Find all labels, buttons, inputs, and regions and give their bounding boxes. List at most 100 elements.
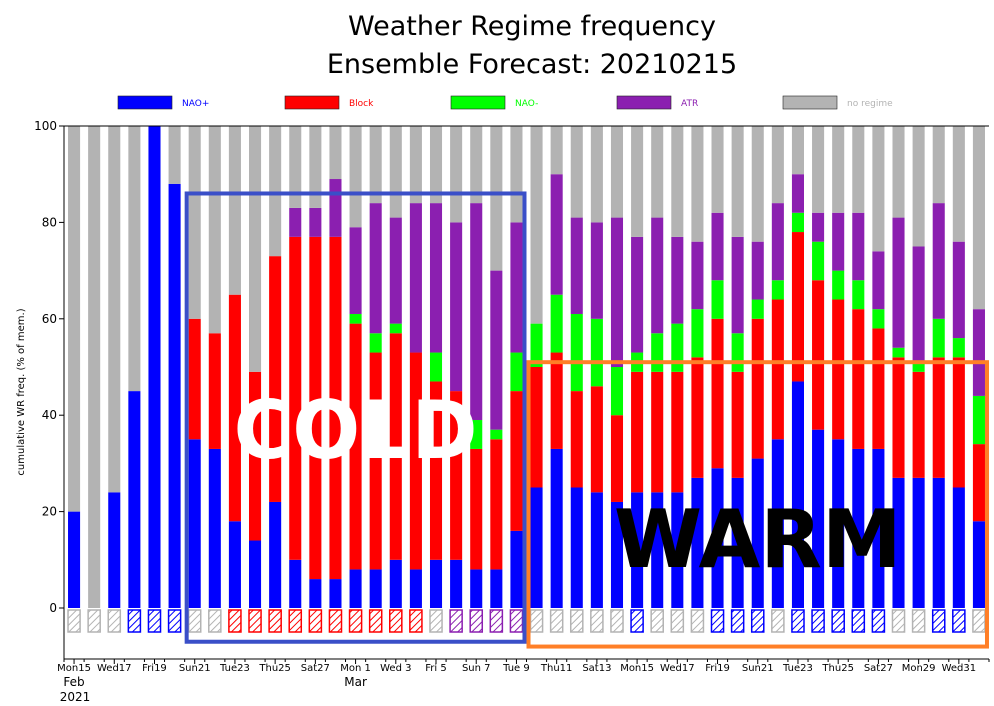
bar-nao-minus — [349, 313, 362, 324]
dominant-regime-box — [891, 609, 906, 633]
bar-nao-plus — [188, 439, 201, 608]
bar-no-regime — [872, 126, 885, 252]
legend-swatch — [616, 95, 672, 110]
dominant-regime-box — [952, 609, 966, 633]
bar-block — [852, 309, 865, 449]
dominant-regime-box — [328, 609, 343, 633]
x-tick-label: Sat13 — [582, 663, 611, 674]
day-bar-stack — [188, 126, 201, 608]
bar-nao-plus — [530, 487, 543, 608]
legend-label: NAO+ — [182, 99, 209, 109]
dominant-regime-box — [147, 609, 162, 633]
bar-block — [651, 371, 664, 493]
x-tick-label: Sat27 — [864, 663, 893, 674]
bar-block — [470, 448, 483, 570]
bar-atr — [429, 203, 443, 353]
bar-atr — [852, 212, 865, 281]
bar-block — [791, 232, 804, 382]
bar-no-regime — [429, 126, 443, 204]
bar-no-regime — [188, 126, 201, 319]
legend-item: ATR — [616, 95, 698, 110]
legend-swatch — [782, 95, 838, 110]
warm-period-box — [526, 360, 989, 649]
bar-block — [631, 371, 644, 493]
dominant-regime-box — [972, 609, 986, 633]
bar-no-regime — [88, 126, 101, 608]
bar-nao-plus — [671, 492, 684, 608]
dominant-regime-box — [288, 609, 303, 633]
bar-nao-plus — [208, 448, 221, 608]
bar-nao-minus — [470, 420, 483, 449]
day-bar-stack — [450, 126, 463, 608]
bar-block — [389, 333, 402, 560]
dominant-regime-box — [771, 609, 785, 633]
day-bar-stack — [168, 126, 181, 608]
y-tick-label: 80 — [42, 215, 57, 229]
bar-no-regime — [852, 126, 865, 213]
day-bar-stack — [671, 126, 684, 608]
x-tick-label: Tue 9 — [502, 663, 530, 674]
bar-no-regime — [590, 126, 603, 223]
x-tick-label: Mon15 — [620, 663, 654, 674]
x-tick-label: Sun21 — [179, 663, 211, 674]
chart-title: Weather Regime frequency — [348, 11, 716, 42]
day-bar-stack — [852, 126, 865, 608]
day-bar-stack — [691, 126, 704, 608]
bar-nao-plus — [731, 477, 744, 608]
bar-block — [309, 236, 322, 580]
dominant-regime-box — [87, 609, 101, 633]
y-tick-label: 0 — [49, 601, 57, 615]
legend-item: Block — [284, 95, 374, 110]
dominant-regime-box — [429, 609, 443, 633]
bar-nao-minus — [852, 280, 865, 310]
dominant-regime-box — [911, 609, 926, 633]
bar-nao-plus — [691, 477, 704, 608]
x-tick-label: Tue23 — [782, 663, 813, 674]
bar-nao-plus — [148, 126, 161, 608]
bar-nao-minus — [731, 333, 744, 372]
dominant-regime-box — [449, 609, 463, 633]
bar-nao-plus — [470, 569, 483, 608]
dominant-regime-box — [831, 609, 845, 633]
bar-block — [249, 371, 262, 541]
day-bar-stack — [108, 126, 121, 608]
dominant-regime-box — [750, 609, 765, 633]
bar-nao-plus — [610, 501, 624, 608]
x-tick-label: Tue23 — [219, 663, 250, 674]
legend-label: no regime — [847, 99, 893, 109]
bar-block — [289, 236, 302, 560]
bar-atr — [751, 241, 764, 300]
dominant-regime-box — [509, 609, 524, 633]
bar-atr — [389, 217, 402, 324]
bar-atr — [972, 309, 985, 396]
bar-block — [530, 367, 543, 488]
axes: 0 20 40 60 80 100 Mon15 Wed17 Fri19 Sun21 Tue23 Thu… — [34, 119, 990, 704]
bar-atr — [651, 217, 664, 334]
x-tick-label: Sat27 — [301, 663, 330, 674]
day-bar-stack — [470, 126, 483, 608]
dominant-regime-box — [569, 609, 584, 633]
bar-atr — [771, 203, 784, 281]
bar-nao-minus — [892, 347, 905, 358]
bar-nao-minus — [932, 318, 945, 358]
bar-block — [832, 299, 845, 440]
bar-nao-minus — [550, 294, 563, 353]
day-bar-stack — [289, 126, 302, 608]
bar-no-regime — [208, 126, 221, 334]
month-label: Feb — [63, 675, 84, 689]
bar-no-regime — [530, 126, 543, 324]
legend-swatch — [284, 95, 340, 110]
bar-block — [550, 352, 563, 449]
day-bar-stack — [751, 126, 764, 608]
bar-nao-minus — [490, 429, 503, 440]
bar-no-regime — [228, 126, 241, 295]
bar-nao-plus — [771, 439, 784, 608]
bar-block — [429, 381, 443, 560]
legend: NAO+ Block NAO- ATR no regime — [117, 95, 893, 110]
y-tick-label: 20 — [42, 505, 57, 519]
bar-block — [691, 357, 704, 478]
dominant-regime-strip — [67, 609, 986, 633]
bar-no-regime — [470, 126, 483, 204]
bar-nao-minus — [570, 313, 583, 392]
bar-no-regime — [128, 126, 141, 392]
